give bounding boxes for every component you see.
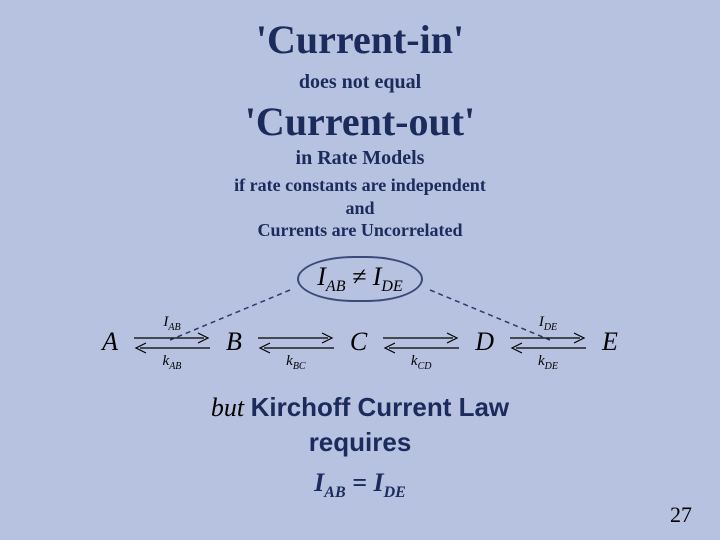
arrow-BC: kBC <box>250 320 342 364</box>
equality-equation: IAB = IDE <box>0 468 720 502</box>
node-A: A <box>102 327 118 357</box>
arrow-AB: IAB kAB <box>126 320 218 364</box>
reaction-chain: A IAB kAB B kBC C kCD D IDE kDE E <box>0 320 720 364</box>
eq2-rhs-I: I <box>373 468 383 497</box>
eq2-lhs-I: I <box>314 468 324 497</box>
title-current-in: 'Current-in' <box>0 16 720 63</box>
eq2-lhs-sub: AB <box>324 484 345 501</box>
node-B: B <box>226 327 242 357</box>
kirchhoff-line: but Kirchoff Current Law <box>0 392 720 423</box>
ineq-lhs-sub: AB <box>326 278 346 295</box>
condition-line2: and <box>0 197 720 220</box>
arrow-DE: IDE kDE <box>502 320 594 364</box>
node-D: D <box>475 327 494 357</box>
subtitle-does-not-equal: does not equal <box>0 71 720 94</box>
arrow-BC-bot-label: kBC <box>250 353 342 372</box>
arrow-AB-bot-label: kAB <box>126 353 218 372</box>
but-word: but <box>211 393 244 422</box>
ineq-lhs-I: I <box>317 262 326 291</box>
slide: 'Current-in' does not equal 'Current-out… <box>0 0 720 540</box>
requires-text: requires <box>0 427 720 458</box>
condition-line3: Currents are Uncorrelated <box>0 219 720 242</box>
ineq-op: ≠ <box>352 262 366 291</box>
inequality-oval: IAB ≠ IDE <box>297 256 423 302</box>
page-number: 27 <box>670 502 692 528</box>
ineq-rhs-sub: DE <box>381 278 402 295</box>
condition-line1: if rate constants are independent <box>0 174 720 197</box>
arrow-CD: kCD <box>375 320 467 364</box>
condition-text: if rate constants are independent and Cu… <box>0 174 720 242</box>
arrow-DE-bot-label: kDE <box>502 353 594 372</box>
title-current-out: 'Current-out' <box>0 98 720 145</box>
eq2-rhs-sub: DE <box>384 484 406 501</box>
subtitle-rate-models: in Rate Models <box>0 147 720 170</box>
arrow-CD-bot-label: kCD <box>375 353 467 372</box>
node-E: E <box>602 327 618 357</box>
kirchhoff-text: Kirchoff Current Law <box>251 392 510 422</box>
eq2-op: = <box>352 468 367 497</box>
node-C: C <box>350 327 367 357</box>
